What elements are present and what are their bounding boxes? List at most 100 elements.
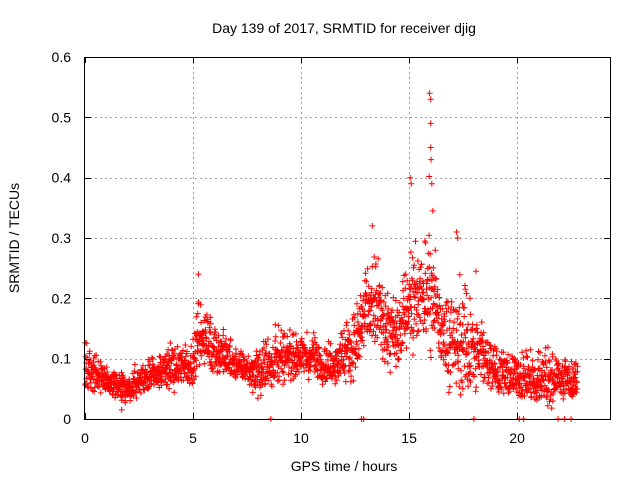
data-point <box>479 337 486 344</box>
data-point <box>405 307 412 314</box>
data-point <box>365 283 372 290</box>
data-point <box>570 365 576 372</box>
data-point <box>402 271 409 278</box>
data-point <box>364 265 371 272</box>
data-point <box>207 328 214 335</box>
data-point <box>193 363 200 370</box>
data-point <box>424 292 430 299</box>
data-point <box>272 338 279 344</box>
data-point <box>158 373 165 380</box>
data-point <box>389 327 396 334</box>
plot-frame <box>84 57 611 420</box>
data-point <box>200 340 207 347</box>
data-point <box>361 312 368 319</box>
data-point <box>171 350 178 357</box>
data-point <box>537 383 544 390</box>
data-point <box>253 348 260 355</box>
data-point <box>181 370 188 377</box>
data-point <box>353 341 360 348</box>
data-point <box>398 316 405 323</box>
data-point <box>456 383 463 390</box>
data-point <box>443 299 450 306</box>
data-point <box>149 356 156 362</box>
data-point <box>426 90 433 97</box>
data-point <box>302 344 308 351</box>
data-point <box>486 357 493 364</box>
data-point <box>478 371 484 378</box>
data-point <box>549 367 556 373</box>
data-point <box>450 325 457 332</box>
data-point <box>490 347 497 354</box>
data-point <box>441 313 448 320</box>
data-point <box>411 262 418 269</box>
data-point <box>379 307 386 314</box>
data-point <box>422 239 429 246</box>
data-point <box>396 299 403 306</box>
data-point <box>450 361 457 368</box>
data-point <box>440 356 447 363</box>
data-point <box>541 382 548 389</box>
data-point <box>347 354 353 361</box>
data-point <box>202 327 209 333</box>
data-point <box>193 357 199 364</box>
data-point <box>513 363 520 370</box>
data-point <box>406 296 413 303</box>
data-point <box>521 393 528 399</box>
data-point <box>340 356 347 363</box>
data-point <box>495 389 502 395</box>
data-point <box>274 369 281 376</box>
data-point <box>459 385 466 392</box>
data-point <box>97 389 104 396</box>
data-point <box>343 319 350 326</box>
data-point <box>184 374 191 381</box>
data-point <box>467 362 474 369</box>
data-point <box>442 361 449 367</box>
data-point <box>418 261 425 268</box>
data-point <box>358 322 365 329</box>
y-tick-label: 0.3 <box>52 230 72 246</box>
data-point <box>206 329 213 336</box>
data-point <box>543 364 550 371</box>
data-point <box>461 330 468 337</box>
data-point <box>467 311 474 318</box>
data-point <box>435 319 442 326</box>
data-point <box>542 359 549 366</box>
data-point <box>193 313 200 320</box>
data-point <box>487 342 494 349</box>
data-point <box>254 395 261 402</box>
data-point <box>471 373 477 380</box>
data-point <box>462 334 469 341</box>
data-point <box>319 381 326 388</box>
data-point <box>395 356 402 362</box>
data-point <box>366 292 373 299</box>
data-point <box>263 341 270 348</box>
data-point <box>459 347 466 354</box>
data-point <box>422 305 429 312</box>
data-point <box>440 339 447 346</box>
data-point <box>400 295 407 302</box>
data-point <box>377 297 384 304</box>
data-point <box>252 382 259 389</box>
x-tick-label: 5 <box>189 430 197 446</box>
data-point <box>188 343 195 350</box>
data-point <box>384 290 391 297</box>
data-point <box>430 264 437 271</box>
data-point <box>280 369 287 376</box>
data-point <box>346 331 353 338</box>
data-point <box>452 307 459 314</box>
data-point <box>84 383 91 390</box>
data-point <box>504 374 511 381</box>
data-point <box>350 359 357 366</box>
data-point <box>441 318 448 325</box>
data-point <box>378 341 384 348</box>
data-point <box>453 327 460 334</box>
data-point <box>369 222 376 229</box>
data-point <box>478 338 485 345</box>
data-point <box>353 300 360 307</box>
data-point <box>393 350 400 357</box>
data-point <box>297 348 304 355</box>
data-point <box>195 271 202 278</box>
data-point <box>413 320 420 327</box>
data-point <box>511 369 518 375</box>
data-point <box>545 357 552 364</box>
